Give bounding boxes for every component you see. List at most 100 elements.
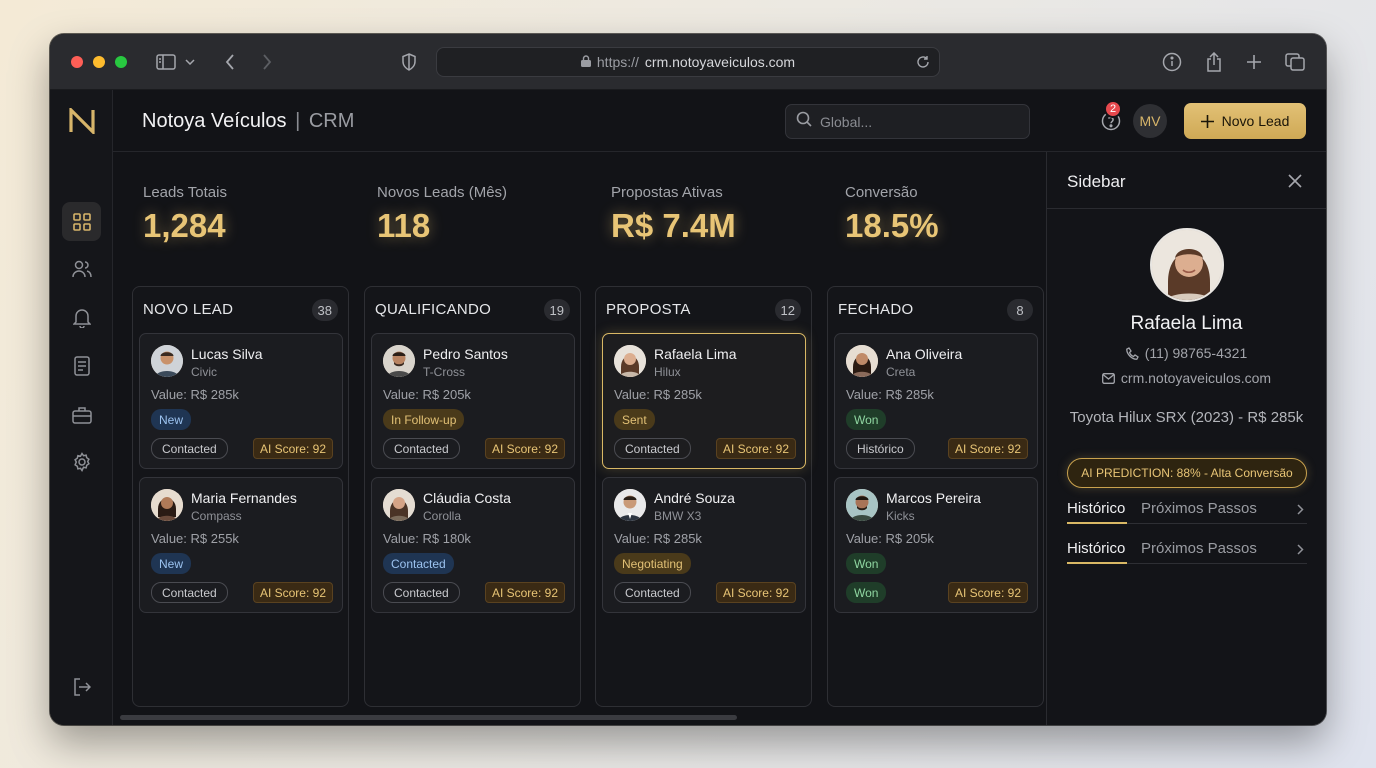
url-scheme: https://: [596, 54, 639, 70]
lead-vehicle: Creta: [886, 365, 916, 379]
chevron-right-icon[interactable]: [1293, 501, 1307, 517]
lead-avatar: [383, 345, 415, 377]
email-text: crm.notoyaveiculos.com: [1120, 370, 1272, 386]
shield-icon[interactable]: [397, 50, 421, 74]
close-window-button[interactable]: [71, 56, 83, 68]
lead-card[interactable]: Maria Fernandes Compass Value: R$ 255k N…: [139, 477, 343, 613]
phone-icon: [1125, 346, 1139, 360]
column-count: 38: [311, 299, 338, 321]
zoom-window-button[interactable]: [115, 56, 127, 68]
status-badge: Won: [846, 409, 887, 430]
column-count: 8: [1007, 299, 1033, 321]
contact-pill[interactable]: Contacted: [383, 582, 460, 603]
contact-pill[interactable]: Contacted: [151, 582, 228, 603]
tab-proximos-passos[interactable]: Próximos Passos: [1141, 540, 1257, 557]
close-icon[interactable]: [1284, 170, 1306, 192]
active-tab-indicator: [1067, 562, 1127, 564]
browser-toolbar: https:// crm.notoyaveiculos.com: [50, 34, 1326, 90]
url-host: crm.notoyaveiculos.com: [644, 54, 796, 70]
sidebar-avatar: [1150, 228, 1224, 302]
bell-icon[interactable]: [62, 298, 101, 337]
brand-suffix: CRM: [308, 110, 355, 132]
lead-card[interactable]: Pedro Santos T-Cross Value: R$ 205k In F…: [371, 333, 575, 469]
lead-name: Marcos Pereira: [886, 490, 981, 506]
lead-name: Ana Oliveira: [886, 346, 963, 362]
tab-proximos-passos[interactable]: Próximos Passos: [1141, 500, 1257, 517]
column-fechado: FECHADO 8 Ana Oliveira Creta Value: R$ 2…: [827, 286, 1044, 707]
horizontal-scrollbar[interactable]: [120, 715, 737, 720]
sidebar-title: Sidebar: [1067, 172, 1126, 191]
browser-window: https:// crm.notoyaveiculos.com: [50, 34, 1326, 725]
briefcase-icon[interactable]: [62, 395, 101, 434]
ai-score-badge: AI Score: 92: [484, 438, 565, 459]
lead-detail-sidebar: Sidebar Rafaela Lima (11) 98765-4321 crm…: [1046, 152, 1326, 725]
tabs-overview-icon[interactable]: [1283, 50, 1307, 74]
lead-avatar: [614, 489, 646, 521]
lead-vehicle: T-Cross: [423, 365, 465, 379]
reload-icon[interactable]: [913, 52, 933, 72]
tab-historico[interactable]: Histórico: [1067, 540, 1126, 557]
info-icon[interactable]: [1160, 50, 1184, 74]
app-header: Notoya Veículos | CRM 2 MV Novo Lead: [113, 90, 1326, 152]
contact-pill[interactable]: Contacted: [151, 438, 228, 459]
lead-vehicle: Hilux: [654, 365, 681, 379]
document-icon[interactable]: [62, 346, 101, 385]
logout-icon[interactable]: [62, 667, 101, 706]
dashboard-icon[interactable]: [62, 202, 101, 241]
lead-card[interactable]: Ana Oliveira Creta Value: R$ 285k Won Hi…: [834, 333, 1038, 469]
kpi-value: R$ 7.4M: [611, 207, 736, 244]
back-icon[interactable]: [218, 50, 242, 74]
sidebar-email[interactable]: crm.notoyaveiculos.com: [1047, 370, 1326, 386]
address-bar[interactable]: https:// crm.notoyaveiculos.com: [436, 47, 940, 77]
lead-avatar: [614, 345, 646, 377]
won-pill[interactable]: Won: [846, 582, 887, 603]
contact-pill[interactable]: Contacted: [383, 438, 460, 459]
sidebar-toggle-icon[interactable]: [154, 50, 178, 74]
minimize-window-button[interactable]: [93, 56, 105, 68]
contact-pill[interactable]: Contacted: [614, 582, 691, 603]
plus-icon: [1200, 114, 1214, 128]
lead-name: André Souza: [654, 490, 735, 506]
lead-value: Value: R$ 285k: [614, 531, 702, 546]
mail-icon: [1101, 372, 1115, 384]
new-lead-label: Novo Lead: [1221, 113, 1290, 129]
ai-score-badge: AI Score: 92: [715, 582, 796, 603]
chevron-right-icon[interactable]: [1293, 541, 1307, 557]
lead-card-selected[interactable]: Rafaela Lima Hilux Value: R$ 285k Sent C…: [602, 333, 806, 469]
ai-score-badge: AI Score: 92: [715, 438, 796, 459]
lock-icon: [580, 54, 591, 70]
lead-vehicle: Kicks: [886, 509, 915, 523]
new-tab-icon[interactable]: [1242, 50, 1266, 74]
chevron-down-icon[interactable]: [182, 50, 198, 74]
lead-card[interactable]: Lucas Silva Civic Value: R$ 285k New Con…: [139, 333, 343, 469]
kpi-label: Conversão: [845, 184, 918, 201]
users-icon[interactable]: [62, 249, 101, 288]
forward-icon[interactable]: [255, 50, 279, 74]
status-badge: Contacted: [383, 553, 454, 574]
column-title: QUALIFICANDO: [375, 301, 492, 318]
user-avatar[interactable]: MV: [1133, 104, 1167, 138]
ai-score-badge: AI Score: 92: [252, 438, 333, 459]
lead-card[interactable]: Cláudia Costa Corolla Value: R$ 180k Con…: [371, 477, 575, 613]
notoya-logo[interactable]: [68, 106, 96, 136]
tab-historico[interactable]: Histórico: [1067, 500, 1126, 517]
column-proposta: PROPOSTA 12 Rafaela Lima Hilux Value: R$…: [595, 286, 812, 707]
contact-pill[interactable]: Contacted: [614, 438, 691, 459]
ai-score-badge: AI Score: 92: [484, 582, 565, 603]
lead-vehicle: Corolla: [423, 509, 462, 523]
kpi-value: 1,284: [143, 207, 226, 244]
search-input[interactable]: [820, 113, 1010, 130]
lead-name: Lucas Silva: [191, 346, 263, 362]
new-lead-button[interactable]: Novo Lead: [1184, 103, 1306, 139]
lead-card[interactable]: André Souza BMW X3 Value: R$ 285k Negoti…: [602, 477, 806, 613]
gear-icon[interactable]: [62, 442, 101, 481]
lead-avatar: [383, 489, 415, 521]
global-search[interactable]: [785, 104, 1030, 139]
sidebar-phone[interactable]: (11) 98765-4321: [1047, 345, 1326, 361]
lead-vehicle: Civic: [191, 365, 217, 379]
ai-score-badge: AI Score: 92: [947, 438, 1028, 459]
share-icon[interactable]: [1202, 50, 1226, 74]
column-title: FECHADO: [838, 301, 914, 318]
history-pill[interactable]: Histórico: [846, 438, 915, 459]
lead-card[interactable]: Marcos Pereira Kicks Value: R$ 205k Won …: [834, 477, 1038, 613]
